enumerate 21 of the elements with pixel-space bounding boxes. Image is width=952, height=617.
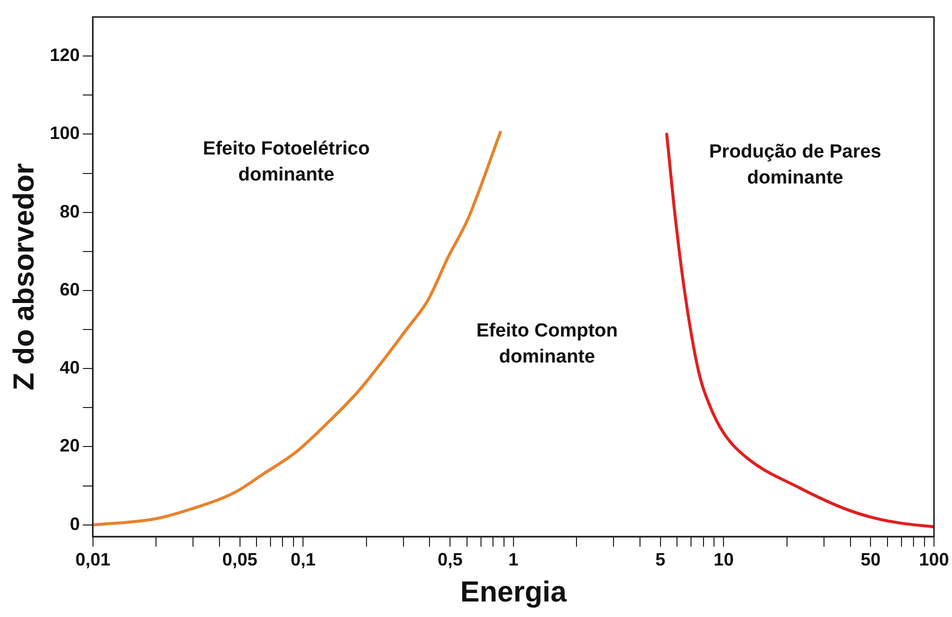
y-tick-label: 120 (50, 45, 80, 66)
y-axis-title: Z do absorvedor (8, 163, 40, 390)
y-tick-label: 80 (60, 201, 80, 222)
x-tick-label: 0,5 (438, 549, 463, 570)
x-axis-title: Energia (460, 576, 568, 609)
x-tick-label: 5 (655, 549, 666, 570)
y-tick-label: 0 (70, 514, 80, 534)
x-tick-label: 0,01 (75, 549, 110, 570)
x-tick-label: 50 (860, 549, 881, 570)
y-tick-label: 60 (60, 279, 80, 300)
y-tick-label: 20 (60, 436, 80, 456)
x-tick-label: 10 (714, 549, 734, 570)
x-tick-label: 100 (918, 549, 950, 570)
y-tick-label: 40 (60, 358, 80, 378)
x-tick-label: 0,05 (222, 549, 258, 570)
annotation: Produção de Pares dominante (709, 141, 882, 188)
y-tick-label: 100 (50, 123, 80, 144)
annotation: Efeito Fotoelétrico dominante (202, 138, 370, 186)
x-tick-label: 1 (508, 549, 518, 570)
x-tick-label: 0,1 (290, 549, 316, 570)
annotation: Efeito Compton dominante (476, 320, 618, 368)
